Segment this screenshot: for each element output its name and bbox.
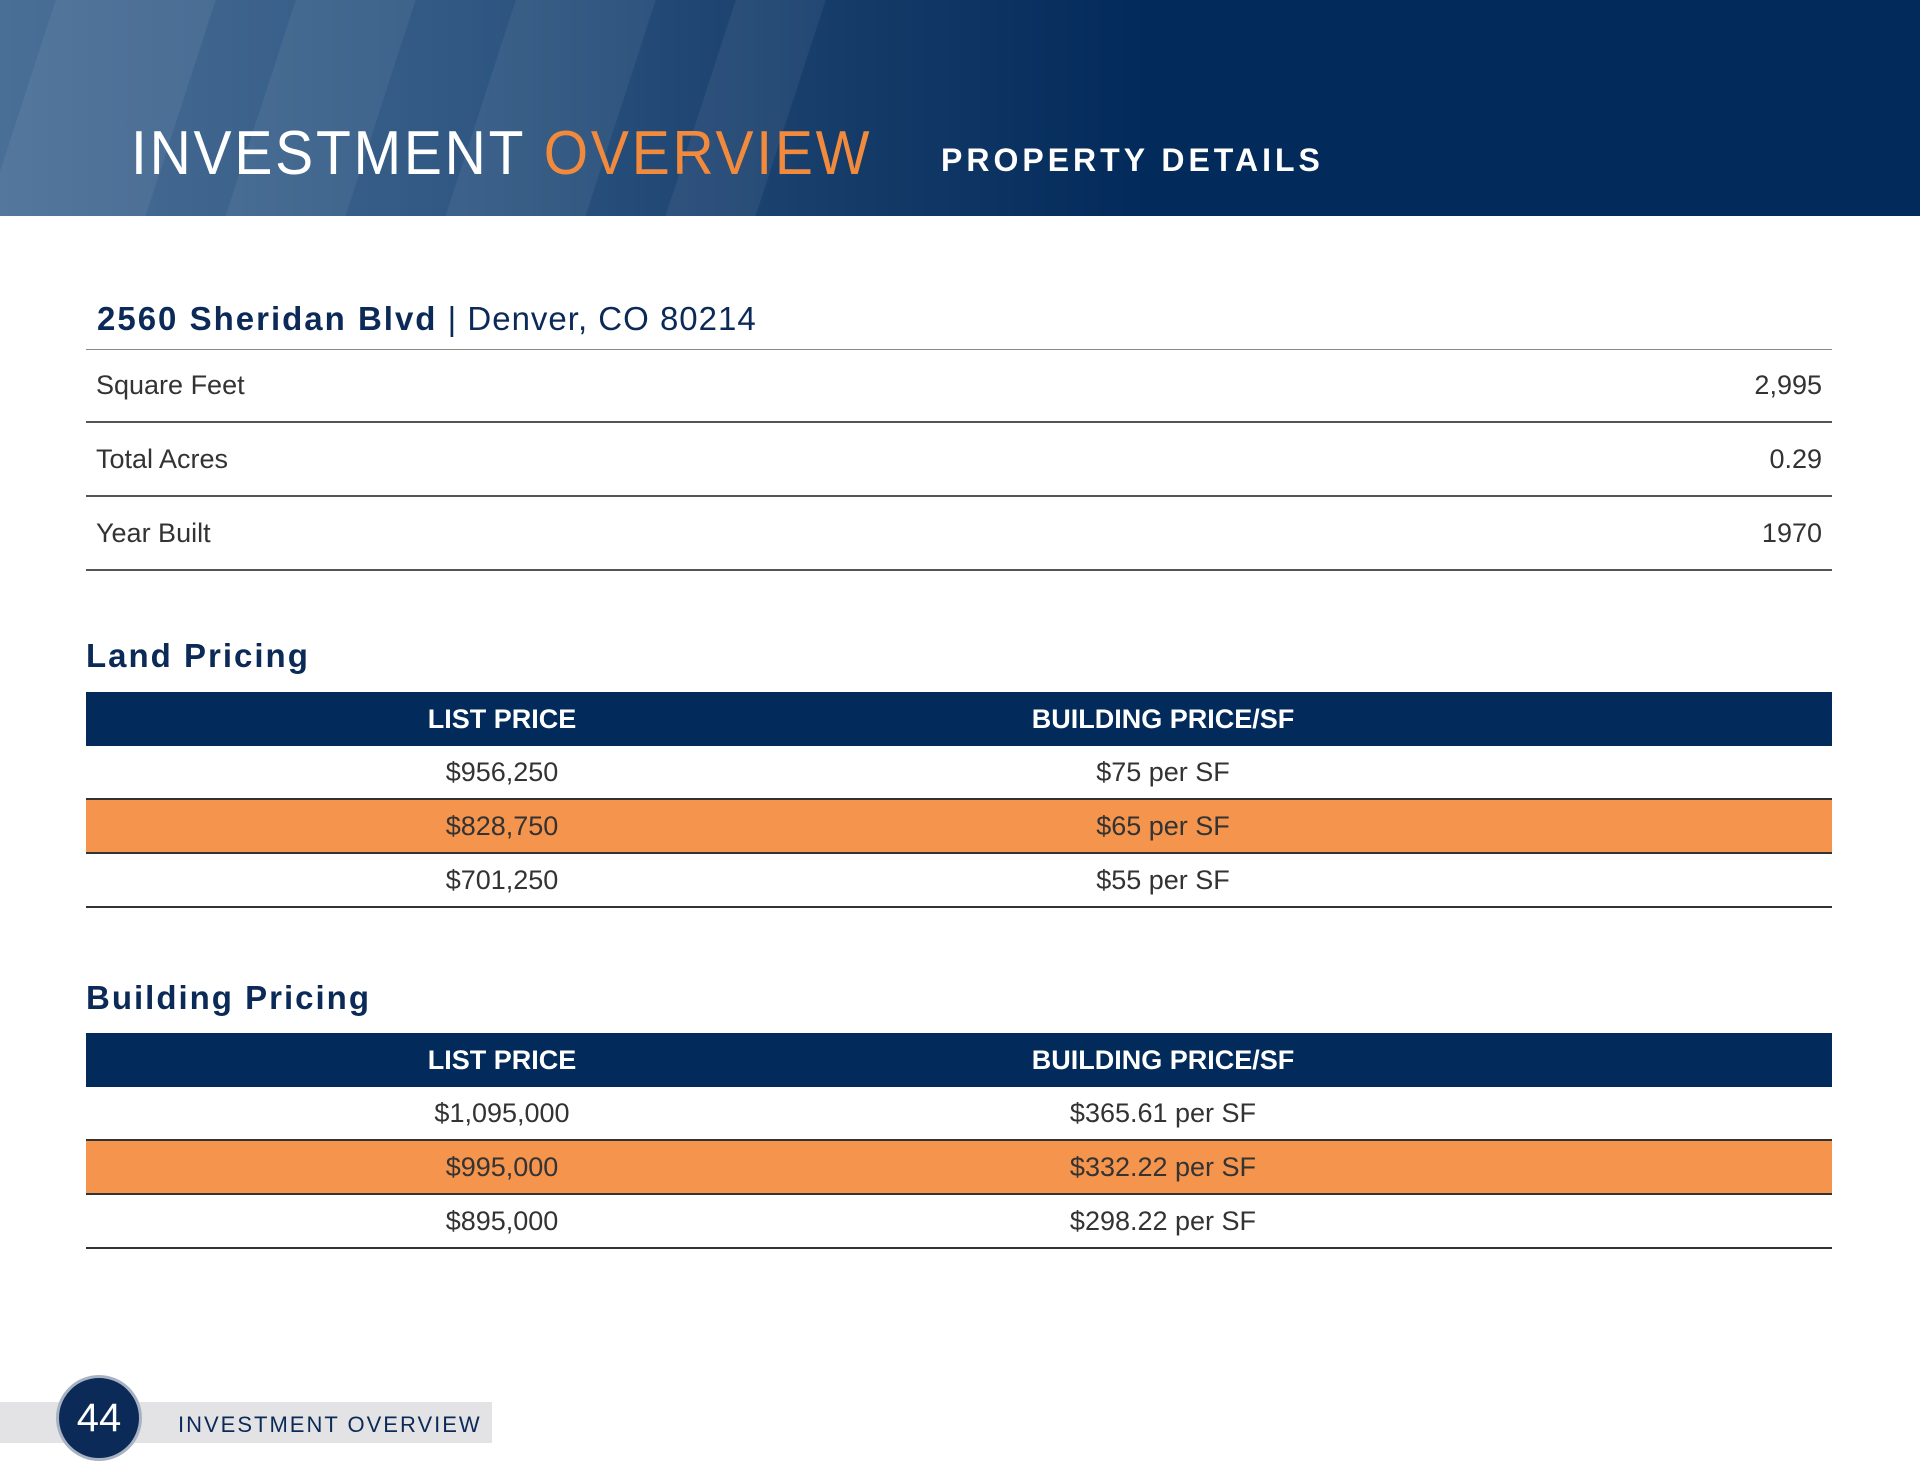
cell: $956,250 <box>445 756 559 787</box>
separator: | <box>437 300 468 337</box>
cell: $65 per SF <box>1096 810 1230 841</box>
property-row: Square Feet 2,995 <box>86 349 1832 423</box>
footer-section-label: INVESTMENT OVERVIEW <box>178 1412 482 1437</box>
building-pricing-heading: Building Pricing <box>86 979 371 1016</box>
property-address: 2560 Sheridan Blvd | Denver, CO 80214 <box>97 300 757 338</box>
cell: $332.22 per SF <box>1069 1151 1257 1182</box>
cell: $828,750 <box>445 810 559 841</box>
column-header: LIST PRICE <box>427 703 577 734</box>
cell: $895,000 <box>445 1205 559 1236</box>
cell: $365.61 per SF <box>1069 1097 1257 1128</box>
row-label: Year Built <box>96 517 211 548</box>
row-value: 2,995 <box>1754 370 1822 400</box>
row-label: Total Acres <box>96 443 229 474</box>
table-row: $1,095,000 $365.61 per SF <box>86 1087 1832 1141</box>
table-row-highlighted: $995,000 $332.22 per SF <box>86 1141 1832 1195</box>
page-number-badge: 44 <box>56 1375 142 1461</box>
cell: $298.22 per SF <box>1069 1205 1257 1236</box>
page-subtitle: PROPERTY DETAILS <box>941 142 1324 178</box>
title-part2: OVERVIEW <box>543 119 873 188</box>
title-part1: INVESTMENT <box>131 119 526 188</box>
cell: $995,000 <box>445 1151 559 1182</box>
row-value: 0.29 <box>1769 443 1822 474</box>
table-row: $956,250 $75 per SF <box>86 746 1832 800</box>
cell: $55 per SF <box>1096 864 1230 895</box>
property-row: Year Built 1970 <box>86 497 1832 571</box>
property-row: Total Acres 0.29 <box>86 423 1832 497</box>
page-title: INVESTMENT OVERVIEW <box>131 118 872 189</box>
column-header: BUILDING PRICE/SF <box>1031 1044 1295 1075</box>
cell: $701,250 <box>445 864 559 895</box>
table-row: $701,250 $55 per SF <box>86 854 1832 908</box>
building-pricing-header: LIST PRICE BUILDING PRICE/SF <box>86 1033 1832 1087</box>
column-header: BUILDING PRICE/SF <box>1031 703 1295 734</box>
street: 2560 Sheridan Blvd <box>97 300 438 337</box>
row-value: 1970 <box>1761 517 1822 548</box>
land-pricing-heading: Land Pricing <box>86 637 310 674</box>
cell: $1,095,000 <box>434 1097 570 1128</box>
land-pricing-header: LIST PRICE BUILDING PRICE/SF <box>86 692 1832 746</box>
city: Denver, CO 80214 <box>467 300 757 337</box>
page-header-banner: INVESTMENT OVERVIEW PROPERTY DETAILS <box>0 0 1920 216</box>
row-label: Square Feet <box>96 370 245 400</box>
column-header: LIST PRICE <box>427 1044 577 1075</box>
table-row-highlighted: $828,750 $65 per SF <box>86 800 1832 854</box>
table-row: $895,000 $298.22 per SF <box>86 1195 1832 1249</box>
cell: $75 per SF <box>1096 756 1230 787</box>
